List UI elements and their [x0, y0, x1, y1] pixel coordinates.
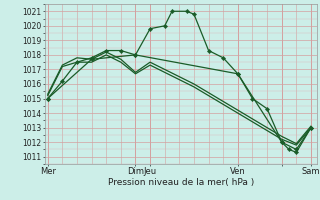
X-axis label: Pression niveau de la mer( hPa ): Pression niveau de la mer( hPa ): [108, 178, 254, 187]
